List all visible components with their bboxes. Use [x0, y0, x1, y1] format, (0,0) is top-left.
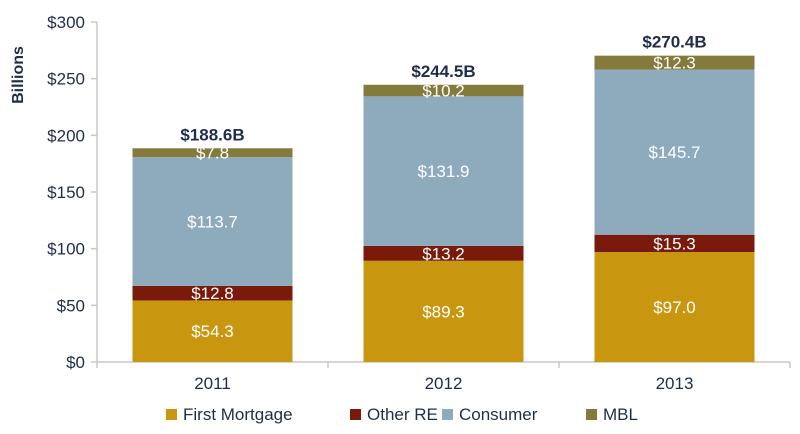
total-label: $244.5B	[411, 62, 475, 81]
bar-segment-mbl	[132, 148, 293, 158]
legend-swatch	[166, 409, 177, 420]
legend-label: Consumer	[459, 405, 538, 424]
legend-item: First Mortgage	[166, 405, 293, 424]
data-label: $12.3	[653, 54, 696, 73]
y-tick-label: $200	[47, 126, 85, 145]
bar-segment-consumer	[594, 69, 755, 235]
data-label: $89.3	[422, 302, 465, 321]
bar-segment-first-mortgage	[594, 252, 755, 362]
data-label: $97.0	[653, 298, 696, 317]
data-label: $12.8	[191, 284, 234, 303]
legend-swatch	[586, 409, 597, 420]
legend-swatch	[350, 409, 361, 420]
bar-segment-mbl	[363, 84, 524, 97]
data-label: $10.2	[422, 82, 465, 101]
bar-segment-other-re	[132, 285, 293, 301]
bar-segment-consumer	[363, 96, 524, 246]
bar-segment-first-mortgage	[363, 260, 524, 362]
data-label: $7.8	[196, 144, 229, 163]
data-label: $131.9	[418, 162, 470, 181]
y-tick-label: $50	[57, 296, 85, 315]
y-tick-label: $150	[47, 183, 85, 202]
data-label: $145.7	[649, 143, 701, 162]
bar-segment-other-re	[363, 245, 524, 261]
legend-item: Consumer	[442, 405, 538, 424]
bar-segment-other-re	[594, 234, 755, 253]
data-label: $15.3	[653, 234, 696, 253]
legend-label: Other RE	[367, 405, 438, 424]
y-tick-label: $0	[66, 353, 85, 372]
data-label: $113.7	[187, 213, 238, 232]
legend-label: First Mortgage	[183, 405, 293, 424]
bar-segment-first-mortgage	[132, 300, 293, 362]
x-tick-label: 2012	[425, 374, 463, 393]
legend-label: MBL	[603, 405, 638, 424]
y-tick-label: $250	[47, 70, 85, 89]
total-label: $270.4B	[642, 33, 706, 52]
y-tick-label: $100	[47, 240, 85, 259]
data-label: $54.3	[191, 322, 234, 341]
x-tick-label: 2013	[656, 374, 694, 393]
bar-segment-consumer	[132, 157, 293, 286]
x-tick-label: 2011	[194, 374, 231, 393]
legend-item: Other RE	[350, 405, 438, 424]
legend-item: MBL	[586, 405, 638, 424]
bar-segment-mbl	[594, 55, 755, 70]
data-label: $13.2	[422, 244, 465, 263]
y-axis-label: Billions	[10, 46, 27, 104]
legend-swatch	[442, 409, 453, 420]
total-label: $188.6B	[180, 125, 244, 144]
y-tick-label: $300	[47, 13, 85, 32]
